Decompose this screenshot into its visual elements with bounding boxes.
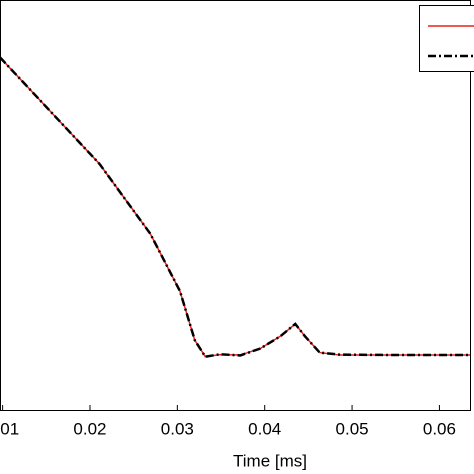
plot-frame [0,0,471,411]
legend-box [419,5,474,72]
x-tick-label: 0.06 [423,419,456,438]
x-tick-label: 0.03 [161,419,194,438]
x-tick-label: 0.01 [0,419,19,438]
x-tick-label: 0.04 [248,419,281,438]
series-line [0,56,470,359]
x-tick-label: 0.02 [73,419,106,438]
series-line [0,56,470,358]
x-axis-label: Time [ms] [233,451,307,470]
x-tick-label: 0.05 [336,419,369,438]
